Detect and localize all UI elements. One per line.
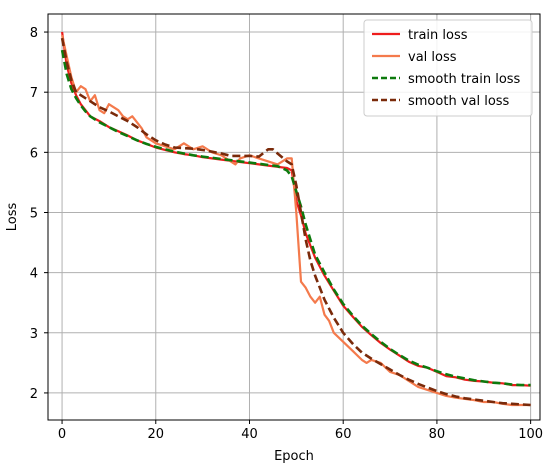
y-tick-label: 4 xyxy=(30,267,38,282)
legend-label: val loss xyxy=(408,50,457,65)
axis-ticks: 0 20 40 60 80 100 2 3 4 5 6 7 8 xyxy=(30,26,543,442)
x-tick-label: 80 xyxy=(429,427,446,442)
y-tick-label: 6 xyxy=(30,146,38,161)
series-line-smooth-val-loss xyxy=(60,37,531,407)
y-tick-label: 8 xyxy=(30,26,38,41)
series-lines xyxy=(60,31,531,407)
legend: train loss val loss smooth train loss smoot… xyxy=(363,19,533,117)
legend-box xyxy=(363,19,533,117)
y-tick-label: 2 xyxy=(30,387,38,402)
y-tick-label: 5 xyxy=(30,206,38,221)
y-axis-label: Loss xyxy=(5,203,20,232)
x-tick-label: 0 xyxy=(58,427,66,442)
x-axis-label: Epoch xyxy=(274,449,314,464)
y-tick-label: 7 xyxy=(30,86,38,101)
x-tick-label: 20 xyxy=(147,427,164,442)
plot-frame xyxy=(47,13,541,421)
legend-label: train loss xyxy=(408,28,468,43)
y-tick-label: 3 xyxy=(30,327,38,342)
legend-label: smooth train loss xyxy=(408,72,521,87)
x-tick-label: 40 xyxy=(241,427,258,442)
legend-label: smooth val loss xyxy=(408,94,510,109)
series-line-val-loss xyxy=(61,34,531,407)
series-line-smooth-train-loss xyxy=(60,49,531,387)
x-tick-label: 60 xyxy=(335,427,352,442)
x-tick-label: 100 xyxy=(518,427,543,442)
